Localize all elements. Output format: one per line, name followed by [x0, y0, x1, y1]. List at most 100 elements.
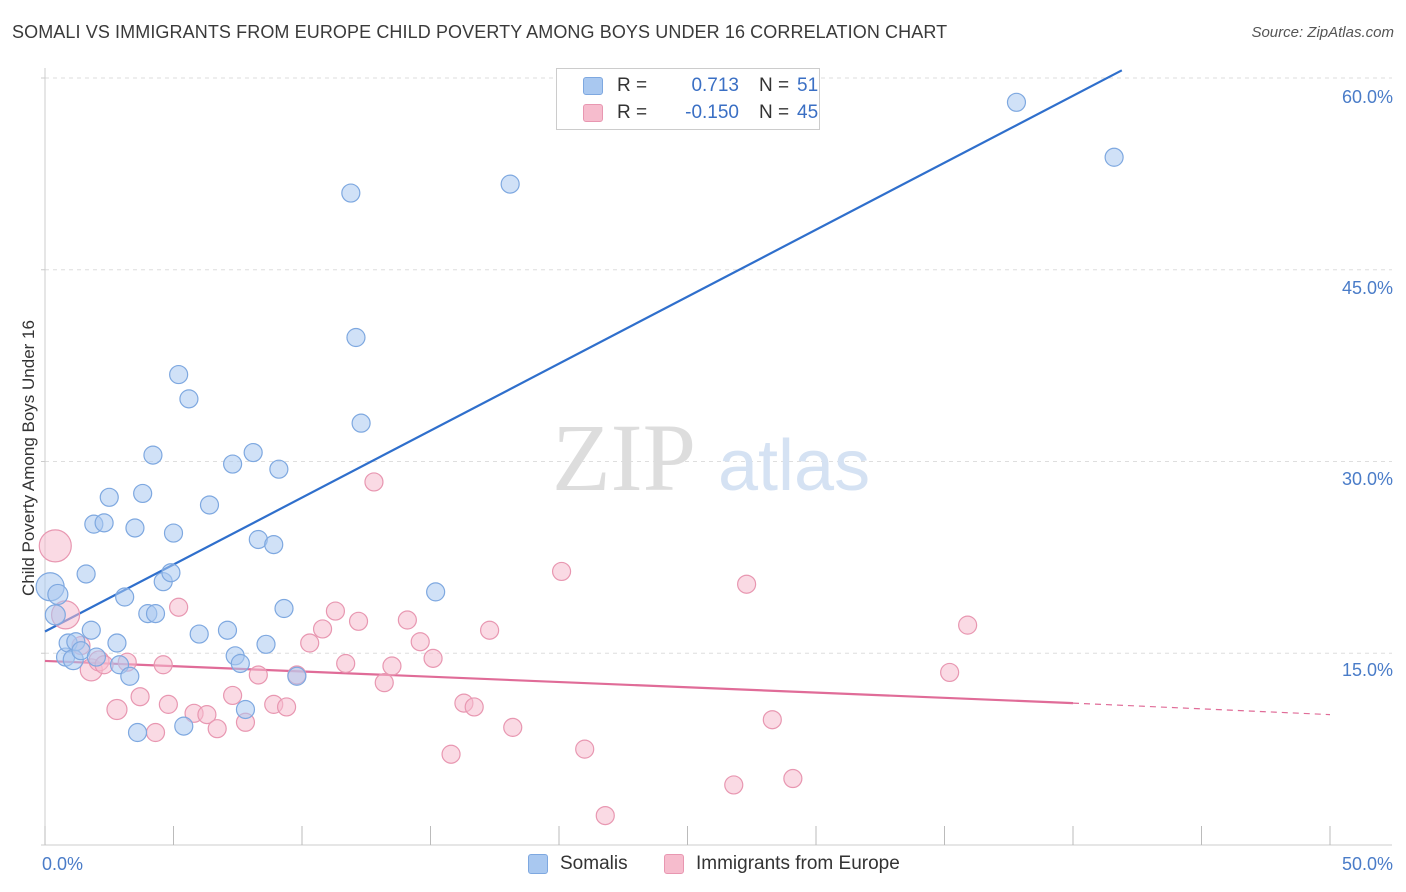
- somali-point: [346, 327, 366, 348]
- europe-point: [575, 739, 595, 759]
- bottom-swatch-somalis: [528, 854, 548, 874]
- somali-point: [235, 699, 256, 720]
- europe-point: [145, 722, 166, 743]
- europe-point: [410, 632, 430, 652]
- somali-point: [161, 563, 181, 583]
- somali-point: [199, 495, 220, 515]
- legend-swatch-europe: [583, 104, 603, 122]
- europe-point: [724, 775, 744, 795]
- legend-r-value: -0.150: [685, 102, 739, 123]
- somali-point: [169, 364, 189, 385]
- europe-point: [158, 694, 178, 714]
- somali-point: [143, 445, 163, 465]
- europe-point: [441, 744, 461, 764]
- somali-point: [145, 604, 166, 624]
- europe-point: [312, 619, 333, 639]
- chart-title: SOMALI VS IMMIGRANTS FROM EUROPE CHILD P…: [12, 22, 948, 42]
- europe-point: [551, 561, 572, 582]
- somali-point: [120, 666, 140, 686]
- legend-n-value: 45: [797, 102, 819, 123]
- europe-point: [325, 601, 346, 621]
- europe-point: [300, 633, 320, 653]
- europe-point: [248, 665, 268, 685]
- somali-point: [1006, 92, 1027, 112]
- legend-n-label: N =: [759, 75, 790, 96]
- x-tick-label-max: 50.0%: [1342, 854, 1393, 874]
- europe-trend-line: [44, 659, 1074, 705]
- somali-point: [86, 647, 107, 667]
- somali-point: [287, 666, 307, 686]
- europe-point: [480, 620, 500, 640]
- somali-points: [35, 92, 1124, 743]
- europe-point: [197, 705, 217, 725]
- europe-point: [503, 717, 523, 737]
- europe-point: [374, 673, 394, 693]
- source-credit: Source: ZipAtlas.com: [1251, 24, 1394, 41]
- somali-point: [274, 598, 294, 619]
- europe-point: [169, 597, 189, 617]
- europe-point: [38, 529, 72, 563]
- europe-point: [336, 653, 356, 674]
- europe-point: [397, 610, 417, 630]
- somali-point: [426, 582, 446, 602]
- somali-point: [269, 459, 289, 479]
- somali-point: [174, 716, 194, 736]
- europe-point: [464, 697, 484, 717]
- europe-point: [223, 685, 243, 706]
- legend-r-value: 0.713: [691, 75, 739, 96]
- europe-point: [207, 719, 227, 739]
- europe-point: [364, 472, 384, 492]
- europe-point: [737, 574, 757, 594]
- somali-point: [341, 183, 361, 203]
- legend-r-label: R =: [617, 102, 648, 123]
- europe-point: [153, 655, 173, 675]
- europe-point: [130, 687, 150, 707]
- somali-point: [76, 564, 96, 584]
- y-tick-label: 60.0%: [1342, 87, 1393, 107]
- europe-point: [783, 768, 803, 789]
- y-axis-label: Child Poverty Among Boys Under 16: [19, 320, 38, 596]
- somali-point: [127, 722, 148, 743]
- somali-point: [351, 413, 371, 433]
- somali-point: [163, 523, 184, 543]
- somali-point: [264, 534, 284, 555]
- somali-point: [189, 624, 209, 644]
- grid-lines: [45, 77, 1392, 654]
- europe-point: [958, 615, 978, 635]
- somali-point: [500, 174, 520, 194]
- somali-point: [99, 487, 119, 507]
- axes: [41, 68, 1392, 846]
- europe-point: [106, 698, 128, 721]
- legend-swatch-somali: [583, 77, 603, 95]
- trend-lines: [44, 69, 1331, 716]
- legend-r-label: R =: [617, 75, 648, 96]
- legend-n-value: 51: [797, 75, 819, 96]
- bottom-label-europe: Immigrants from Europe: [696, 853, 900, 874]
- somali-point: [133, 483, 153, 504]
- somali-point: [94, 513, 114, 533]
- x-tick-labels: 0.0% 50.0%: [42, 854, 1393, 874]
- watermark-zip: ZIP: [552, 404, 696, 511]
- somali-point: [179, 389, 199, 409]
- europe-point: [595, 805, 615, 826]
- somali-point: [243, 442, 263, 463]
- somali-point: [125, 518, 145, 538]
- bottom-label-somalis: Somalis: [560, 853, 628, 874]
- europe-point: [423, 648, 443, 668]
- europe-point: [382, 656, 402, 676]
- somali-point: [81, 620, 101, 640]
- watermark-atlas: atlas: [718, 426, 870, 506]
- bottom-swatch-europe: [664, 854, 684, 874]
- somali-point: [256, 634, 276, 654]
- stats-legend: R = 0.713 N = 51 R = -0.150 N = 45: [556, 68, 820, 130]
- somali-point: [47, 583, 69, 606]
- europe-point: [762, 710, 782, 730]
- watermark: ZIP atlas: [552, 404, 870, 511]
- y-tick-label: 30.0%: [1342, 469, 1393, 489]
- somali-trend-line: [44, 69, 1123, 633]
- y-tick-label: 45.0%: [1342, 278, 1393, 298]
- somali-point: [115, 587, 135, 607]
- somali-point: [223, 454, 243, 474]
- somali-point: [1104, 147, 1124, 167]
- y-tick-labels: 15.0% 30.0% 45.0% 60.0%: [1342, 87, 1393, 680]
